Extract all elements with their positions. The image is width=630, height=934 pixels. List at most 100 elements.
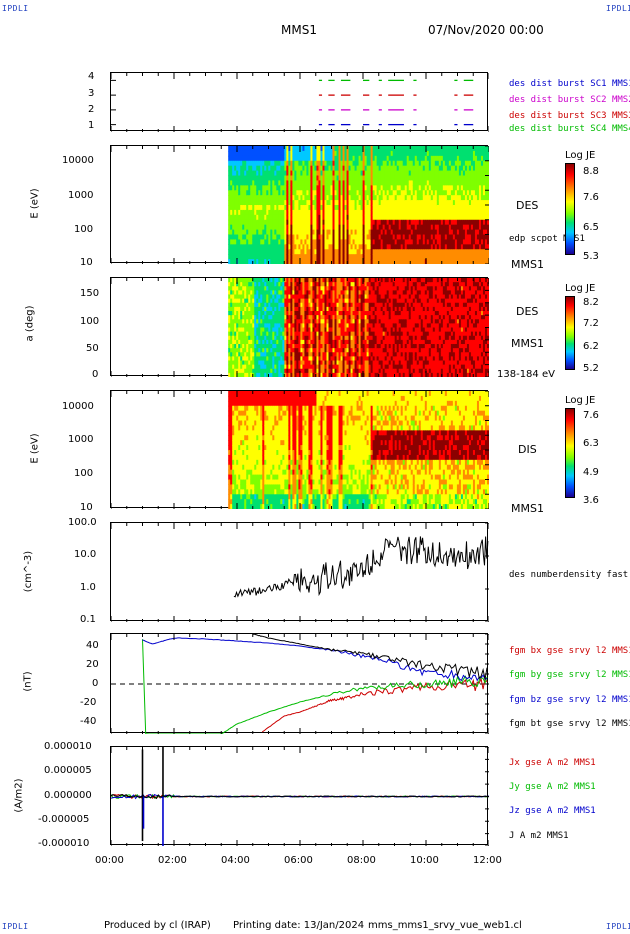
spectrogram-cell [310,175,314,182]
spectrogram-cell [268,364,271,370]
spectrogram-cell [264,234,267,241]
spectrogram-cell [230,214,233,221]
spectrogram-cell [428,234,432,241]
spectrogram-cell [256,214,259,221]
spectrogram-cell [482,160,486,167]
spectrogram-cell [332,315,336,320]
spectrogram-cell [422,185,426,191]
spectrogram-cell [308,175,312,182]
spectrogram-cell [240,165,243,172]
spectrogram-cell [392,234,396,241]
spectrogram-cell [352,335,356,341]
spectrogram-cell [320,335,324,341]
spectrogram-cell [472,205,476,211]
spectrogram-cell [244,323,247,329]
spectrogram-cell [234,294,237,300]
spectrogram-cell [388,160,392,167]
spectrogram-cell [354,352,358,357]
spectrogram-cell [228,180,231,186]
spectrogram-cell [272,195,275,201]
spectrogram-cell [442,224,446,231]
spectrogram-cell [406,155,410,162]
spectrogram-cell [312,146,316,152]
spectrogram-cell [228,146,231,152]
spectrogram-cell [444,160,448,167]
spectrogram-cell [318,170,322,177]
spectrogram-cell [262,278,265,283]
spectrogram-cell [364,290,368,296]
spectrogram-cell [296,311,300,316]
spectrogram-cell [304,190,308,196]
spectrogram-cell [364,344,368,349]
spectrogram-cell [404,249,408,255]
spectrogram-cell [450,200,454,206]
spectrogram-cell [476,234,480,241]
spectrogram-cell [338,160,342,167]
spectrogram-cell [336,146,340,152]
spectrogram-cell [312,205,316,211]
spectrogram-cell [282,286,285,291]
spectrogram-cell [464,205,468,211]
spectrogram-cell [318,224,322,231]
spectrogram-cell [452,234,456,241]
spectrogram-cell [282,364,285,370]
spectrogram-cell [384,146,388,152]
spectrogram-cell [476,259,480,264]
spectrogram-cell [372,214,376,221]
spectrogram-cell [338,150,342,157]
spectrogram-cell [254,331,257,337]
spectrogram-cell [342,239,346,245]
spectrogram-cell [242,282,245,287]
spectrogram-cell [274,278,277,283]
spectrogram-cell [282,224,285,231]
spectrogram-cell [296,372,300,377]
spectrogram-cell [414,254,418,260]
spectrogram-cell [228,327,231,333]
spectrogram-cell [318,344,322,349]
spectrogram-cell [398,244,402,250]
spectrogram-cell [254,364,257,370]
spectrogram-cell [486,180,489,186]
spectrogram-cell [342,180,346,186]
spectrogram-cell [250,180,253,186]
spectrogram-cell [300,244,304,250]
spectrogram-cell [250,244,253,250]
spectrogram-cell [366,195,370,201]
spectrogram-cell [246,339,249,345]
spectrogram-cell [232,360,235,366]
spectrogram-cell [356,160,360,167]
spectrogram-cell [274,352,277,357]
spectrogram-cell [376,160,380,167]
spectrogram-cell [470,224,474,231]
spectrogram-cell [378,195,382,201]
spectrogram-cell [458,180,462,186]
spectrogram-cell [348,160,352,167]
spectrogram-cell [246,190,249,196]
spectrogram-cell [470,175,474,182]
spectrogram-cell [376,185,380,191]
spectrogram-cell [390,200,394,206]
spectrogram-cell [228,214,231,221]
spectrogram-cell [400,190,404,196]
spectrogram-cell [404,214,408,221]
spectrogram-cell [432,170,436,177]
spectrogram-cell [336,356,340,362]
spectrogram-cell [302,335,306,341]
spectrogram-cell [370,195,374,201]
spectrogram-cell [240,155,243,162]
spectrogram-cell [368,254,372,260]
spectrogram-cell [240,170,243,177]
spectrogram-cell [480,249,484,255]
spectrogram-cell [354,254,358,260]
spectrogram-cell [312,155,316,162]
spectrogram-cell [398,200,402,206]
spectrogram-cell [228,298,231,304]
spectrogram-cell [434,160,438,167]
spectrogram-cell [240,146,243,152]
spectrogram-cell [360,290,364,296]
spectrogram-cell [262,185,265,191]
spectrogram-cell [432,254,436,260]
spectrogram-cell [272,190,275,196]
spectrogram-cell [484,254,488,260]
spectrogram-cell [362,209,366,216]
